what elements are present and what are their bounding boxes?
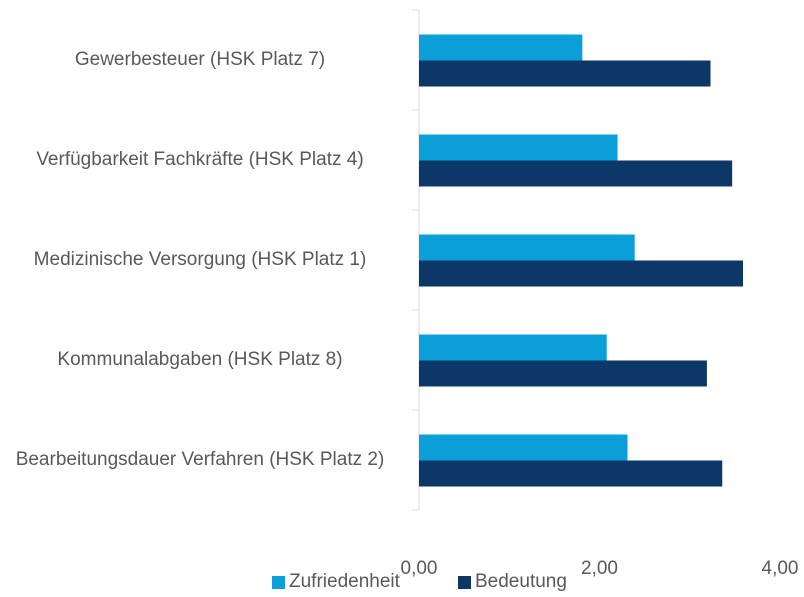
bar bbox=[419, 60, 711, 87]
bar bbox=[419, 434, 628, 461]
legend-label: Zufriedenheit bbox=[289, 571, 400, 592]
category-label: Verfügbarkeit Fachkräfte (HSK Platz 4) bbox=[36, 149, 364, 170]
category-label: Kommunalabgaben (HSK Platz 8) bbox=[57, 349, 343, 370]
x-tick-label: 4,00 bbox=[761, 558, 799, 579]
bar bbox=[419, 260, 743, 287]
x-tick-label: 2,00 bbox=[581, 558, 618, 579]
bar bbox=[419, 460, 723, 487]
legend-swatch bbox=[272, 575, 285, 589]
x-tick-label: 0,00 bbox=[400, 558, 438, 579]
legend-swatch bbox=[458, 575, 471, 589]
bar bbox=[419, 160, 733, 187]
bar bbox=[419, 34, 583, 61]
bar bbox=[419, 234, 635, 261]
legend-label: Bedeutung bbox=[475, 571, 567, 592]
legend-item: Zufriedenheit bbox=[272, 571, 400, 593]
bar bbox=[419, 360, 707, 387]
bar bbox=[419, 134, 618, 161]
bar bbox=[419, 334, 607, 361]
legend-item: Bedeutung bbox=[458, 571, 567, 593]
category-label: Gewerbesteuer (HSK Platz 7) bbox=[74, 49, 326, 70]
category-label: Bearbeitungsdauer Verfahren (HSK Platz 2… bbox=[15, 449, 385, 470]
category-label: Medizinische Versorgung (HSK Platz 1) bbox=[33, 249, 367, 270]
